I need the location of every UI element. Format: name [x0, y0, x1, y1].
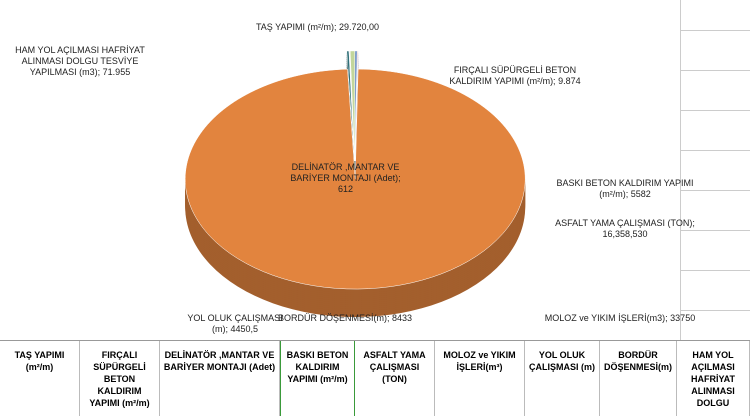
- data-label: ASFALT YAMA ÇALIŞMASI (TON); 16,358,530: [555, 218, 695, 240]
- label-value: 5582: [630, 189, 651, 199]
- data-label: DELİNATÖR ,MANTAR VE BARİYER MONTAJI (Ad…: [283, 162, 408, 195]
- header-cell[interactable]: DELİNATÖR ,MANTAR VE BARİYER MONTAJI (Ad…: [160, 341, 280, 416]
- data-label: FIRÇALI SÜPÜRGELİ BETON KALDIRIM YAPIMI …: [440, 65, 590, 87]
- sheet-grid: [680, 110, 750, 111]
- sheet-grid: [680, 150, 750, 151]
- label-name: BASKI BETON KALDIRIM YAPIMI (m²/m);: [556, 178, 694, 199]
- label-name: BORDÜR DÖŞENMESİ(m);: [277, 313, 390, 323]
- header-cell[interactable]: TAŞ YAPIMI (m²/m): [0, 341, 80, 416]
- header-cell[interactable]: MOLOZ ve YIKIM İŞLERİ(m³): [435, 341, 525, 416]
- sheet-grid: [680, 0, 681, 340]
- chart: [184, 50, 526, 318]
- label-name: MOLOZ ve YIKIM İŞLERİ(m3);: [544, 313, 668, 323]
- sheet-grid: [680, 310, 750, 311]
- label-name: ASFALT YAMA ÇALIŞMASI (TON);: [555, 218, 695, 228]
- sheet-grid: [680, 30, 750, 31]
- slice: [349, 50, 356, 161]
- label-name: HAM YOL AÇILMASI HAFRİYAT ALINMASI DOLGU…: [15, 45, 145, 77]
- header-cell[interactable]: FIRÇALI SÜPÜRGELİ BETON KALDIRIM YAPIMI …: [80, 341, 160, 416]
- header-cell[interactable]: BORDÜR DÖŞENMESİ(m): [600, 341, 677, 416]
- label-value: 71.955: [102, 67, 131, 77]
- label-value: 33750: [670, 313, 696, 323]
- data-label: HAM YOL AÇILMASI HAFRİYAT ALINMASI DOLGU…: [5, 45, 155, 78]
- label-name: FIRÇALI SÜPÜRGELİ BETON KALDIRIM YAPIMI …: [449, 65, 577, 86]
- sheet-grid: [680, 70, 750, 71]
- header-cell[interactable]: ASFALT YAMA ÇALIŞMASI (TON): [355, 341, 435, 416]
- label-value: 29.720,00: [338, 22, 380, 32]
- data-label: TAŞ YAPIMI (m²/m); 29.720,00: [255, 22, 380, 33]
- label-value: 612: [337, 184, 354, 194]
- label-value: 9.874: [558, 76, 581, 86]
- label-value: 8433: [392, 313, 413, 323]
- sheet-grid: [680, 270, 750, 271]
- data-label: MOLOZ ve YIKIM İŞLERİ(m3); 33750: [540, 313, 700, 324]
- label-name: TAŞ YAPIMI (m²/m);: [255, 22, 337, 32]
- data-label: YOL OLUK ÇALIŞMASI (m); 4450,5: [180, 313, 290, 335]
- sheet-grid: [680, 230, 750, 231]
- header-cell[interactable]: HAM YOL AÇILMASI HAFRİYAT ALINMASI DOLGU: [677, 341, 750, 416]
- label-value: 4450,5: [230, 324, 259, 334]
- label-value: 16,358,530: [602, 229, 648, 239]
- label-name: DELİNATÖR ,MANTAR VE BARİYER MONTAJI (Ad…: [290, 162, 401, 183]
- slice: [354, 50, 359, 161]
- sheet-grid: [680, 190, 750, 191]
- header-cell[interactable]: BASKI BETON KALDIRIM YAPIMI (m²/m): [280, 341, 355, 416]
- data-label: BASKI BETON KALDIRIM YAPIMI (m²/m); 5582: [555, 178, 695, 200]
- label-name: YOL OLUK ÇALIŞMASI (m);: [187, 313, 283, 334]
- slice: [184, 68, 526, 290]
- header-cell[interactable]: YOL OLUK ÇALIŞMASI (m): [525, 341, 600, 416]
- data-label: BORDÜR DÖŞENMESİ(m); 8433: [270, 313, 420, 324]
- table-header-row: TAŞ YAPIMI (m²/m) FIRÇALI SÜPÜRGELİ BETON…: [0, 340, 750, 416]
